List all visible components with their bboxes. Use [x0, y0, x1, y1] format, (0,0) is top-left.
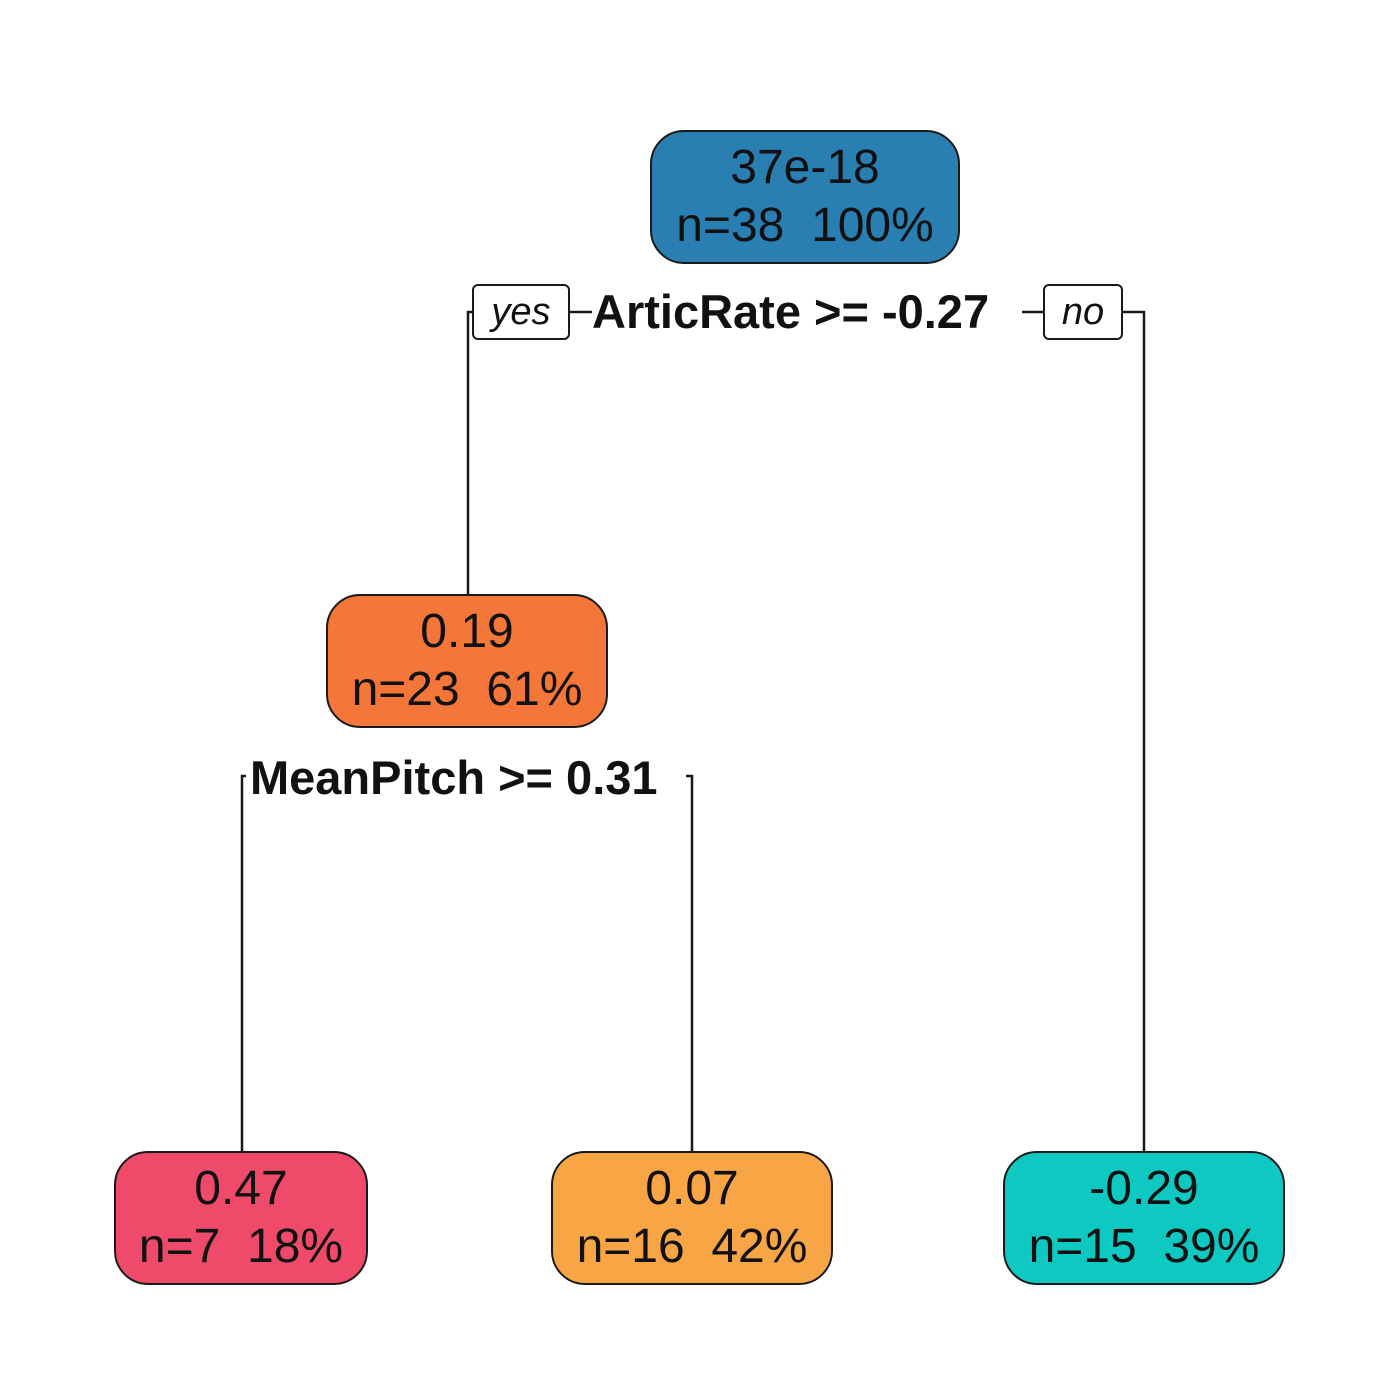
yes-tag: yes — [472, 284, 570, 340]
leaf-node-right: -0.29 n=15 39% — [1003, 1151, 1285, 1285]
leaf-left-value: 0.47 — [194, 1162, 288, 1215]
leaf-node-middle: 0.07 n=16 42% — [551, 1151, 833, 1285]
leaf-node-left: 0.47 n=7 18% — [114, 1151, 368, 1285]
no-tag: no — [1043, 284, 1123, 340]
leaf-left-stats: n=7 18% — [138, 1220, 344, 1273]
inner-node-stats: n=23 61% — [351, 663, 583, 716]
root-split-label: ArticRate >= -0.27 — [592, 285, 990, 338]
root-node: 37e-18 n=38 100% — [650, 130, 960, 264]
root-node-stats: n=38 100% — [676, 199, 934, 252]
root-node-value: 37e-18 — [730, 141, 880, 194]
leaf-right-stats: n=15 39% — [1028, 1220, 1260, 1273]
inner-split-label: MeanPitch >= 0.31 — [250, 751, 658, 804]
yes-tag-label: yes — [491, 290, 551, 333]
no-tag-label: no — [1061, 290, 1105, 333]
leaf-right-value: -0.29 — [1089, 1162, 1199, 1215]
leaf-middle-stats: n=16 42% — [576, 1220, 808, 1273]
edge-root-to-leaf-right — [1122, 310, 1146, 1152]
inner-node: 0.19 n=23 61% — [326, 594, 608, 728]
edge-root-to-inner — [466, 310, 474, 596]
edge-inner-to-leaf-left — [240, 774, 246, 1152]
inner-node-value: 0.19 — [420, 605, 514, 658]
edge-inner-to-leaf-middle — [686, 774, 694, 1152]
leaf-middle-value: 0.07 — [645, 1162, 739, 1215]
